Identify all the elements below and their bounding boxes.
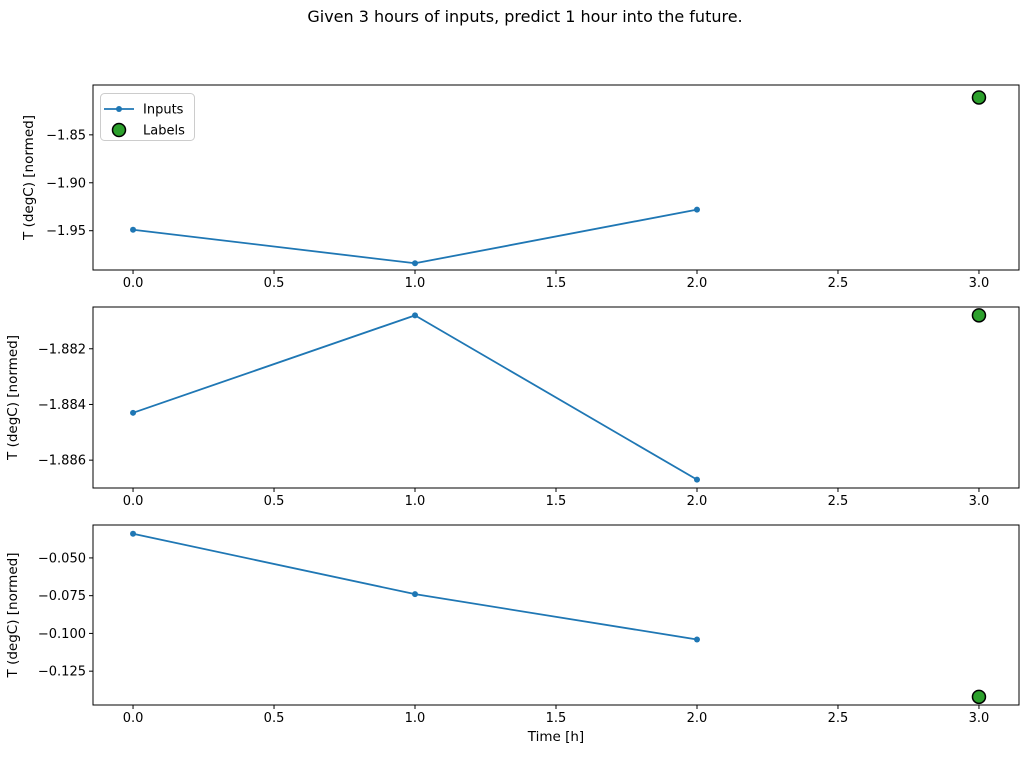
x-tick-label: 1.0 [405, 276, 426, 291]
x-tick-label: 2.5 [828, 276, 849, 291]
labels-point [971, 90, 987, 105]
x-tick-label: 0.5 [264, 276, 285, 291]
subplot-3: −0.050 −0.075 −0.100 −0.125 0.0 0.5 1.0 1.5 2.0 2… [5, 524, 1020, 726]
y-tick-label: −0.050 [38, 551, 86, 566]
x-tick-label: 1.5 [546, 494, 567, 509]
y-axis-label: T (degC) [normed] [5, 335, 21, 461]
x-tick-label: 0.5 [264, 494, 285, 509]
x-tick-label: 2.0 [687, 494, 708, 509]
y-tick-label: −1.95 [46, 224, 86, 239]
subplot-1: −1.85 −1.90 −1.95 0.0 0.5 1.0 1.5 2.0 2.5 3.0 T (d… [21, 84, 1020, 291]
x-tick-label: 2.0 [687, 276, 708, 291]
figure-title: Given 3 hours of inputs, predict 1 hour … [307, 7, 743, 26]
legend-inputs-marker [116, 106, 122, 112]
x-tick-label: 3.0 [969, 276, 990, 291]
inputs-marker [412, 312, 419, 319]
legend-box: Inputs Labels [100, 93, 195, 141]
y-tick-label: −1.90 [46, 176, 86, 191]
y-tick-label: −1.886 [38, 454, 86, 469]
x-tick-label: 2.0 [687, 711, 708, 726]
x-tick-label: 0.0 [123, 494, 144, 509]
y-tick-label: −0.100 [38, 627, 86, 642]
axes-border [92, 524, 1020, 706]
labels-point [971, 689, 987, 705]
x-tick-label: 3.0 [969, 494, 990, 509]
inputs-line [132, 208, 698, 265]
x-tick-label: 3.0 [969, 711, 990, 726]
inputs-marker [693, 636, 700, 643]
x-tick-label: 0.5 [264, 711, 285, 726]
x-tick-label: 0.0 [123, 276, 144, 291]
x-tick-label: 2.5 [828, 494, 849, 509]
y-axis-label: T (degC) [normed] [21, 115, 37, 241]
labels-point [971, 308, 987, 323]
legend-item-inputs: Inputs [143, 103, 184, 118]
y-tick-label: −0.075 [38, 589, 86, 604]
y-tick-label: −0.125 [38, 665, 86, 680]
x-tick-label: 2.5 [828, 711, 849, 726]
y-tick-label: −1.882 [38, 342, 86, 357]
y-tick-label: −1.884 [38, 398, 86, 413]
x-axis-label: Time [h] [527, 729, 584, 745]
inputs-marker [130, 226, 137, 233]
x-tick-label: 1.0 [405, 494, 426, 509]
inputs-marker [693, 476, 700, 483]
inputs-marker [412, 591, 419, 598]
inputs-marker [130, 409, 137, 416]
inputs-line [132, 314, 698, 481]
y-axis-label: T (degC) [normed] [5, 553, 21, 679]
legend-item-labels: Labels [143, 124, 185, 139]
y-tick-label: −1.85 [46, 128, 86, 143]
inputs-marker [412, 260, 419, 267]
x-tick-label: 1.0 [405, 711, 426, 726]
x-tick-label: 1.5 [546, 276, 567, 291]
subplot-2: −1.882 −1.884 −1.886 0.0 0.5 1.0 1.5 2.0 2.5 3.0 T… [5, 306, 1020, 509]
legend-labels-marker [111, 122, 127, 138]
inputs-marker [130, 530, 137, 537]
x-tick-label: 1.5 [546, 711, 567, 726]
inputs-line [132, 532, 698, 641]
inputs-marker [693, 206, 700, 213]
x-tick-label: 0.0 [123, 711, 144, 726]
